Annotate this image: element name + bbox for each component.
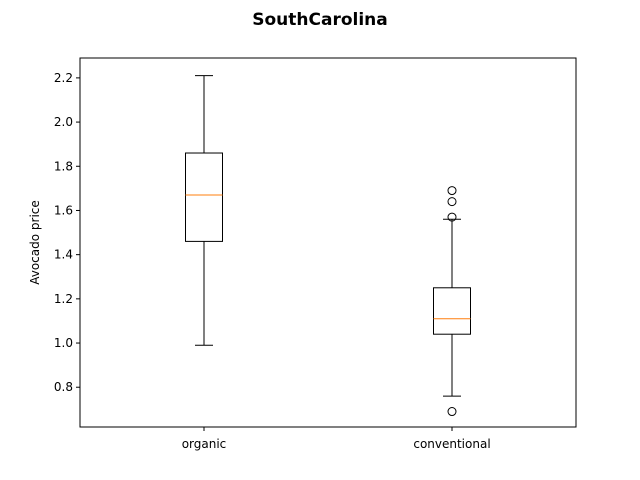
y-tick-label: 1.6 (54, 203, 73, 217)
outlier-point (447, 186, 457, 196)
plot-area-frame (79, 57, 577, 428)
y-tick-label: 0.8 (54, 380, 73, 394)
outlier-point (447, 212, 457, 222)
y-tick-label: 2.2 (54, 71, 73, 85)
chart-title: SouthCarolina (252, 10, 388, 30)
y-tick-label: 1.4 (54, 248, 73, 262)
iqr-box (185, 152, 223, 242)
box-organic (185, 75, 223, 346)
iqr-box (433, 287, 471, 335)
y-tick-label: 1.2 (54, 292, 73, 306)
box-conventional (433, 186, 471, 417)
x-tick-label: organic (182, 437, 227, 451)
x-axis-ticks: organic conventional (182, 427, 491, 451)
y-axis-label: Avocado price (28, 200, 42, 285)
box-series (185, 75, 471, 417)
y-tick-label: 2.0 (54, 115, 73, 129)
x-tick-label: conventional (413, 437, 490, 451)
y-tick-label: 1.0 (54, 336, 73, 350)
y-axis-ticks: 0.8 1.0 1.2 1.4 1.6 1.8 2.0 2.2 (54, 71, 80, 394)
y-tick-label: 1.8 (54, 159, 73, 173)
outlier-point (447, 197, 457, 207)
outlier-point (447, 407, 457, 417)
